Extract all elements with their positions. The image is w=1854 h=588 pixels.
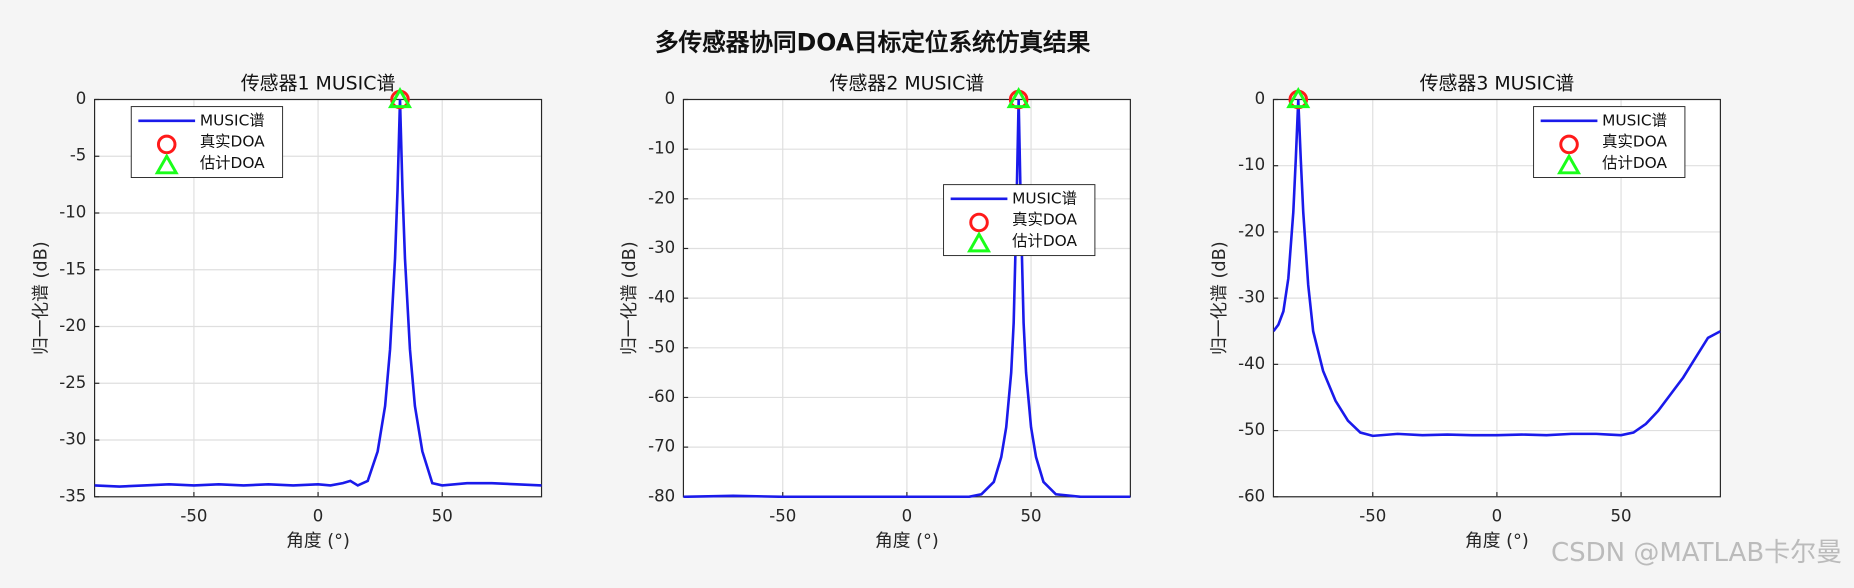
spectrum-line — [683, 99, 1131, 498]
x-tick-label: -50 — [769, 506, 796, 525]
y-tick-label: 0 — [1255, 89, 1266, 108]
y-tick-label: 0 — [76, 89, 87, 108]
legend-label: 真实DOA — [1602, 133, 1667, 151]
y-tick-label: -20 — [648, 188, 675, 207]
spectrum-line — [1273, 99, 1721, 438]
doa-marker — [387, 87, 413, 109]
doa-marker — [1286, 87, 1311, 109]
x-tick-label: 0 — [1492, 506, 1503, 525]
y-tick-label: -35 — [59, 486, 86, 505]
legend-label: 估计DOA — [1012, 232, 1077, 250]
x-tick-label: 0 — [313, 506, 324, 525]
legend-swatch — [154, 153, 179, 175]
x-axis-label: 角度 (°) — [286, 531, 350, 552]
x-axis-label: 角度 (°) — [1465, 531, 1529, 552]
legend-label: 真实DOA — [1012, 211, 1077, 229]
axes-box — [1272, 98, 1721, 498]
y-tick-label: -60 — [648, 387, 675, 406]
subplot: -50 0 50 0 -5 -10 -15 -20 -25 -30 -35 传感器1 MUSIC谱角度… — [30, 73, 543, 552]
y-tick-label: -20 — [59, 316, 86, 335]
subplot-title: 传感器1 MUSIC谱 — [241, 73, 396, 95]
y-axis-label: 归一化谱 (dB) — [1209, 241, 1230, 355]
x-tick-label: 50 — [432, 506, 453, 525]
y-tick-label: -10 — [648, 139, 675, 158]
y-axis-label: 归一化谱 (dB) — [30, 241, 51, 355]
legend-label: MUSIC谱 — [200, 111, 265, 129]
x-tick-label: 50 — [1021, 506, 1042, 525]
legend-swatch — [1559, 134, 1579, 155]
doa-marker — [1006, 87, 1031, 109]
y-tick-label: -30 — [648, 238, 675, 257]
y-tick-label: -10 — [1238, 155, 1265, 174]
subplot-title: 传感器3 MUSIC谱 — [1420, 73, 1575, 95]
watermark: CSDN @MATLAB卡尔曼 — [1551, 538, 1842, 568]
x-axis-label: 角度 (°) — [875, 531, 939, 552]
figure-title: 多传感器协同DOA目标定位系统仿真结果 — [655, 28, 1091, 56]
x-tick-label: -50 — [1359, 506, 1386, 525]
subplot: -50 0 50 0 -10 -20 -30 -40 -50 -60 -70 -80 传感器2 MUSI… — [619, 73, 1131, 552]
legend-swatch — [969, 212, 989, 233]
legend-box — [943, 184, 1096, 257]
legend-box — [130, 106, 284, 179]
y-tick-label: -25 — [59, 373, 86, 392]
legend-swatch — [1557, 153, 1582, 175]
y-tick-label: -40 — [1238, 354, 1265, 373]
legend-swatch — [156, 134, 177, 155]
y-tick-label: -70 — [648, 437, 675, 456]
y-tick-label: -30 — [59, 430, 86, 449]
y-tick-label: 0 — [665, 89, 676, 108]
legend-label: MUSIC谱 — [1012, 189, 1077, 207]
y-tick-label: -80 — [648, 486, 675, 505]
y-tick-label: -15 — [59, 259, 86, 278]
y-axis-label: 归一化谱 (dB) — [619, 241, 640, 355]
legend-label: 真实DOA — [200, 133, 265, 151]
y-tick-label: -10 — [59, 203, 86, 222]
subplot-title: 传感器2 MUSIC谱 — [830, 73, 985, 95]
y-tick-label: -60 — [1238, 486, 1265, 505]
y-tick-label: -20 — [1238, 221, 1265, 240]
y-tick-label: -40 — [648, 288, 675, 307]
spectrum-line — [94, 99, 542, 488]
y-tick-label: -5 — [70, 146, 87, 165]
x-tick-label: 50 — [1611, 506, 1632, 525]
legend-label: 估计DOA — [200, 154, 265, 172]
y-tick-label: -50 — [1238, 420, 1265, 439]
y-tick-label: -50 — [648, 337, 675, 356]
legend-label: MUSIC谱 — [1602, 111, 1667, 129]
legend-swatch — [967, 231, 992, 253]
y-tick-label: -30 — [1238, 288, 1265, 307]
x-tick-label: -50 — [180, 506, 207, 525]
axes-box — [94, 98, 543, 498]
legend-box — [1533, 106, 1686, 179]
legend-label: 估计DOA — [1602, 154, 1667, 172]
x-tick-label: 0 — [902, 506, 913, 525]
